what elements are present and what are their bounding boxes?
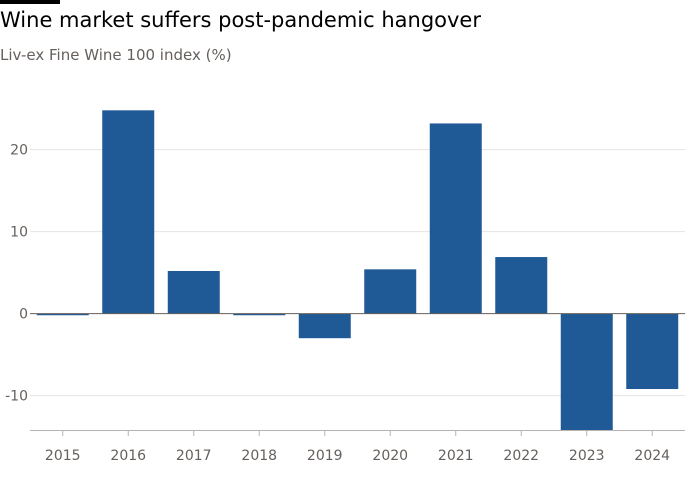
x-tick-label: 2019 bbox=[307, 448, 343, 464]
x-tick-label: 2021 bbox=[438, 448, 474, 464]
bars bbox=[36, 110, 679, 430]
header-rule bbox=[0, 0, 60, 4]
x-tick-label: 2024 bbox=[634, 448, 670, 464]
bar-2024 bbox=[626, 313, 679, 390]
bar-2018 bbox=[233, 313, 286, 316]
x-tick-label: 2016 bbox=[110, 448, 146, 464]
x-tick-label: 2018 bbox=[241, 448, 277, 464]
x-tick-label: 2022 bbox=[503, 448, 539, 464]
y-tick-label: -10 bbox=[5, 389, 28, 405]
x-tick-label: 2017 bbox=[176, 448, 212, 464]
chart-subtitle: Liv-ex Fine Wine 100 index (%) bbox=[0, 46, 232, 64]
bar-2021 bbox=[429, 123, 482, 314]
bar-2016 bbox=[102, 110, 155, 314]
chart-title: Wine market suffers post-pandemic hangov… bbox=[0, 8, 481, 32]
bar-2015 bbox=[36, 313, 89, 316]
bar-2020 bbox=[364, 269, 417, 314]
y-tick-label: 10 bbox=[10, 225, 28, 241]
bar-2022 bbox=[495, 257, 548, 314]
bar-2017 bbox=[167, 270, 220, 314]
bar-2019 bbox=[298, 313, 351, 339]
x-tick-label: 2015 bbox=[45, 448, 81, 464]
y-tick-label: 0 bbox=[19, 307, 28, 323]
bar-2023 bbox=[560, 313, 613, 430]
x-tick-label: 2023 bbox=[569, 448, 605, 464]
axes: -10 0 10 20 2015 2016 2017 2018 2019 2020 2021 2022… bbox=[5, 143, 685, 464]
x-tick-label: 2020 bbox=[372, 448, 408, 464]
y-tick-label: 20 bbox=[10, 143, 28, 159]
